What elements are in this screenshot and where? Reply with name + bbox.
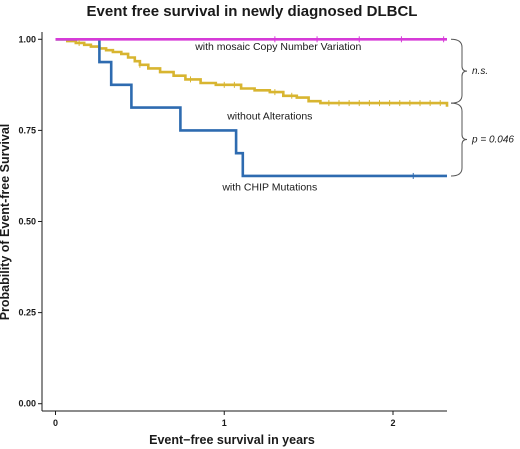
y-tick-label: 0.75 <box>18 125 36 135</box>
censor-marks <box>78 36 445 179</box>
comparison-brackets: n.s. p = 0.046 <box>450 38 514 177</box>
series-line-2 <box>55 38 447 178</box>
curve-label: without Alterations <box>226 110 312 122</box>
x-tick-label: 1 <box>222 418 227 428</box>
y-tick-label: 0.00 <box>18 399 36 409</box>
comparison-label: n.s. <box>472 66 488 77</box>
comparison-bracket <box>450 102 468 177</box>
x-axis-ticks: 0 1 2 <box>53 411 396 428</box>
x-tick-label: 2 <box>390 418 395 428</box>
y-tick-label: 0.50 <box>18 217 36 227</box>
x-axis-title: Event−free survival in years <box>149 433 315 447</box>
y-tick-label: 1.00 <box>18 34 36 44</box>
y-tick-label: 0.25 <box>18 308 36 318</box>
y-axis-ticks: 0.00 0.25 0.50 0.75 1.00 <box>18 34 42 409</box>
comparison-bracket <box>450 38 468 104</box>
comparison-label: p = 0.046 <box>471 135 514 146</box>
curve-label: with CHIP Mutations <box>221 182 317 194</box>
series-layer <box>55 38 449 178</box>
series-line-1 <box>55 38 449 107</box>
chart-title: Event free survival in newly diagnosed D… <box>87 3 418 20</box>
y-axis-title: Probability of Event-free Survival <box>0 124 12 321</box>
x-tick-label: 0 <box>53 418 58 428</box>
curve-label: with mosaic Copy Number Variation <box>194 41 361 53</box>
plot-area: 0.00 0.25 0.50 0.75 1.00 0 1 2 with mosaic Cop… <box>18 32 514 428</box>
curve-labels: with mosaic Copy Number Variation without… <box>194 41 361 193</box>
